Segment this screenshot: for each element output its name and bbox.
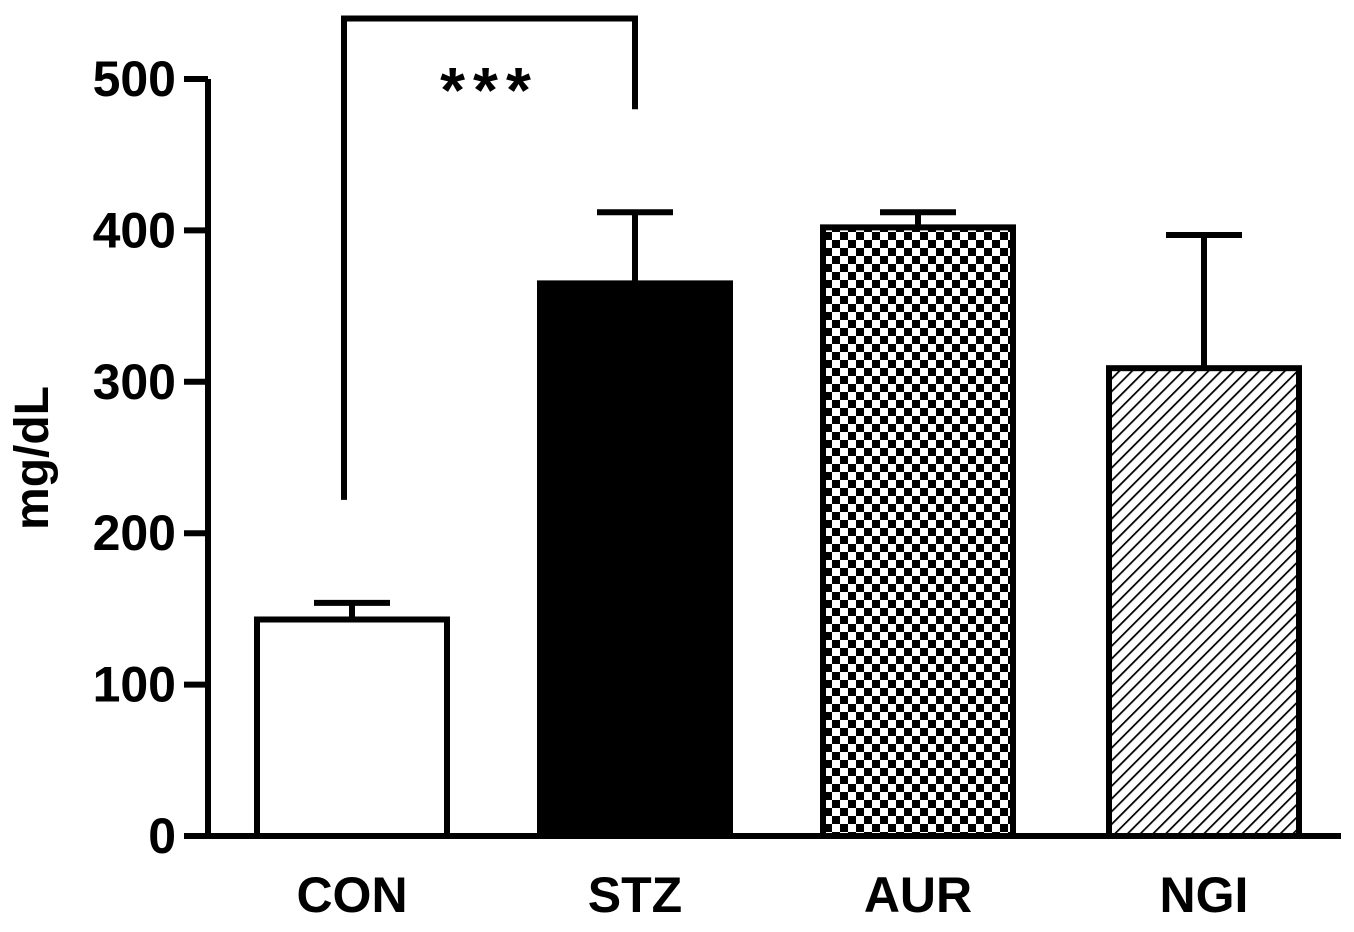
y-tick-label: 100 [93, 657, 176, 713]
significance-label: *** [440, 54, 539, 126]
y-tick-label: 0 [148, 808, 176, 864]
y-tick-label: 500 [93, 51, 176, 107]
x-tick-label-ngi: NGI [1160, 867, 1249, 923]
x-tick-label-con: CON [296, 867, 407, 923]
y-tick-label: 300 [93, 354, 176, 410]
y-tick-label: 200 [93, 505, 176, 561]
bars [254, 209, 1302, 839]
y-axis-title: mg/dL [6, 386, 59, 530]
x-tick-label-aur: AUR [864, 867, 972, 923]
bar-ngi [1106, 365, 1302, 839]
y-ticks: 0 100 200 300 400 500 [93, 51, 208, 864]
significance-annotations: *** [341, 15, 638, 500]
y-tick-label: 400 [93, 202, 176, 258]
significance-bracket [341, 15, 638, 500]
category-labels: CON STZ AUR NGI [296, 867, 1248, 923]
bar-aur [820, 224, 1016, 839]
x-tick-label-stz: STZ [588, 867, 682, 923]
bar-stz [537, 280, 733, 839]
bar-con [254, 616, 450, 839]
